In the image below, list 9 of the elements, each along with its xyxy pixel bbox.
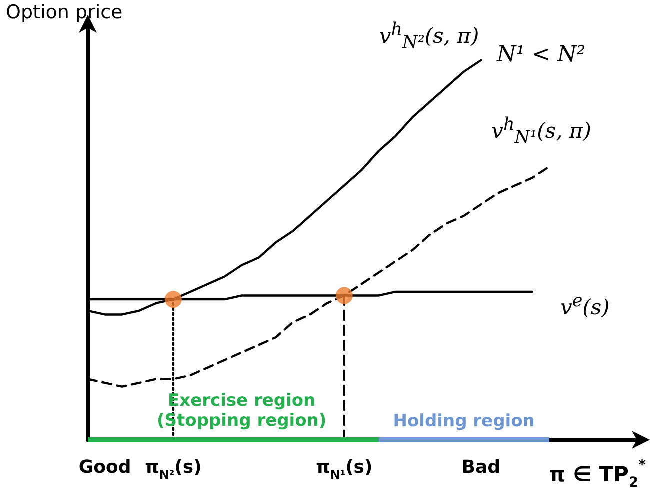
series-label: v$^{h}$$_{N¹}$(s, π)	[492, 114, 592, 149]
y-axis-title: Option price	[6, 2, 123, 24]
series-label: v$^{e}$(s)	[560, 291, 610, 321]
series-label: v$^{h}$$_{N²}$(s, π)	[379, 20, 480, 54]
x-tick-label: Bad	[462, 457, 501, 478]
x-tick-label: Good	[78, 457, 132, 478]
annotation: N¹ < N²	[496, 42, 586, 68]
series-label: Holding region	[393, 412, 535, 432]
series-label: Exercise region (Stopping region)	[157, 391, 327, 432]
